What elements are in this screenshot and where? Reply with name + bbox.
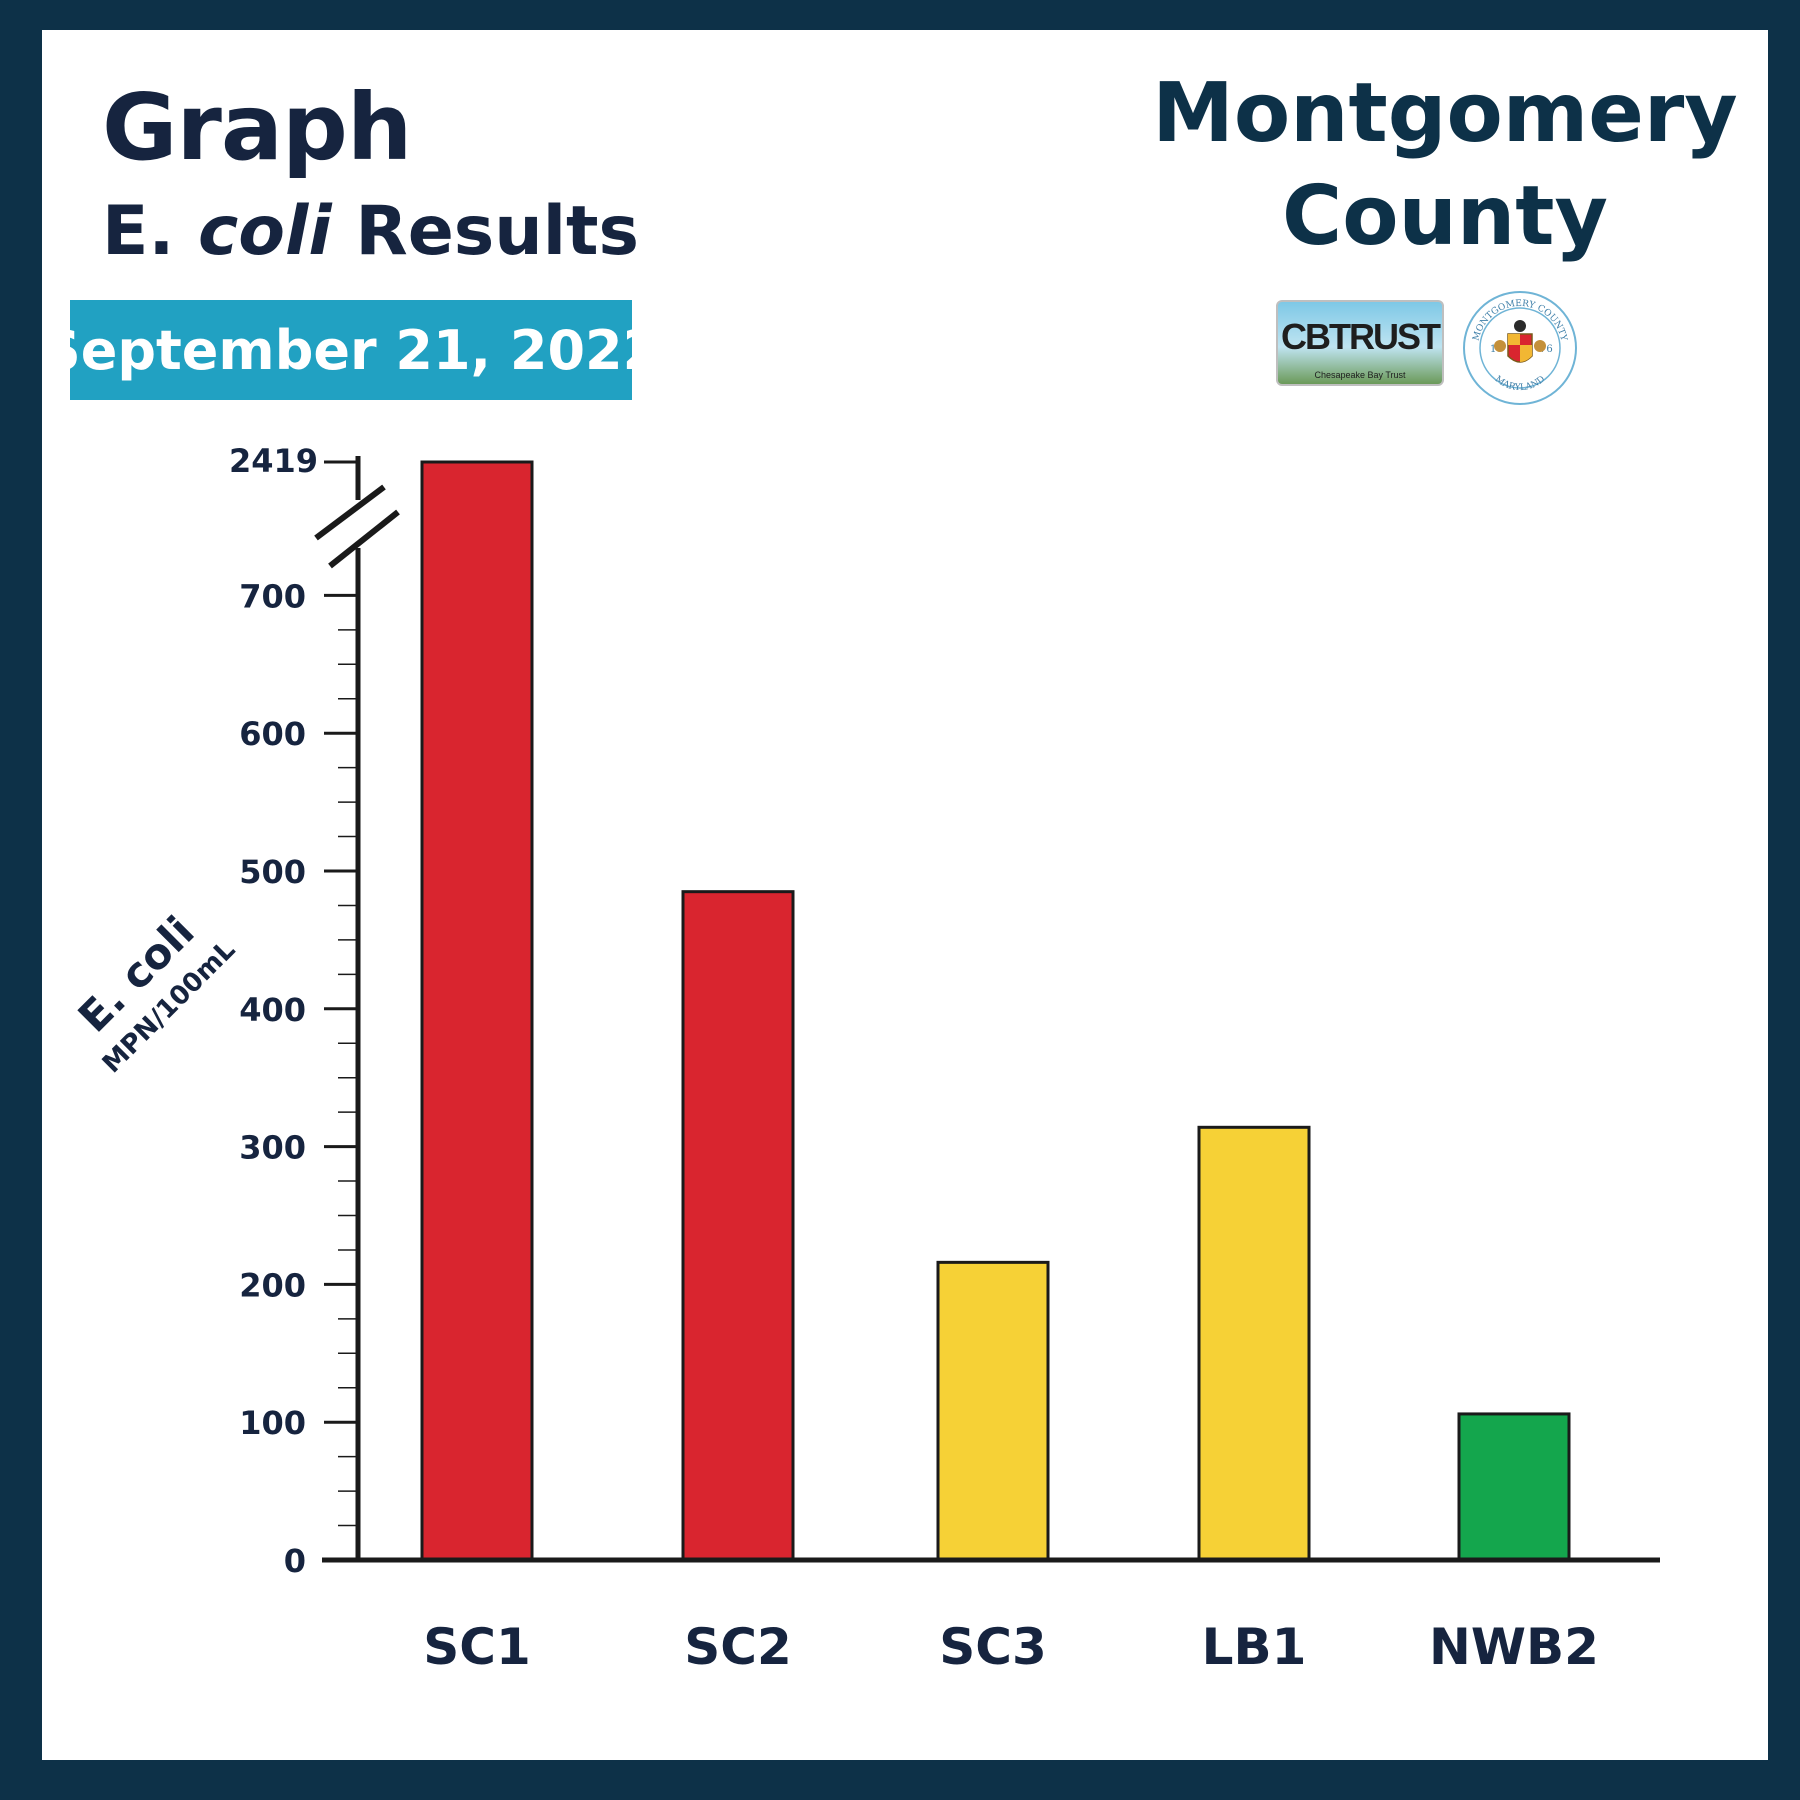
y-tick-label: 300 [239, 1129, 306, 1167]
subtitle-prefix: E. [102, 192, 175, 271]
y-tick-label: 0 [284, 1542, 306, 1580]
axis-break-slash [328, 509, 400, 569]
x-category-label: LB1 [1202, 1618, 1307, 1676]
subtitle-italic: coli [197, 192, 332, 271]
y-tick-label: 400 [239, 991, 306, 1029]
axis-break-slash [314, 484, 386, 541]
date-badge: September 21, 2022 [42, 300, 660, 400]
chart-subtitle: E. coli Results [102, 198, 639, 266]
seal-crest-icon [1514, 320, 1526, 332]
seal-quarter-icon [1520, 345, 1532, 362]
bars [420, 460, 1571, 1562]
county-line-1: Montgomery [1152, 66, 1738, 161]
x-category-label: NWB2 [1429, 1618, 1599, 1676]
seal-year-right: 76 [1540, 344, 1553, 355]
axis-break [314, 484, 400, 569]
y-tick-label: 200 [239, 1266, 306, 1304]
bar-sc1 [420, 460, 534, 1562]
subtitle-suffix: Results [355, 192, 639, 271]
y-axis-ticks [324, 460, 358, 1562]
y-tick-label: 700 [239, 577, 306, 615]
x-category-label: SC1 [423, 1618, 531, 1676]
seal-supporter-icon [1494, 340, 1506, 352]
y-tick-label: 500 [239, 853, 306, 891]
cbtrust-logo-subtext: Chesapeake Bay Trust [1314, 370, 1406, 380]
page-title: Graph [102, 74, 412, 181]
seal-supporter-icon [1534, 340, 1546, 352]
axis-labels: 0 100 200 300 400 500 600 700 2419 SC1 SC2 SC3 LB1 NW… [229, 442, 1599, 1676]
bar-lb1 [1197, 1125, 1311, 1562]
cbtrust-logo: CBTRUST Chesapeake Bay Trust [1276, 300, 1444, 386]
cbtrust-logo-text: CBTRUST [1281, 316, 1441, 357]
seal-quarter-icon [1508, 334, 1520, 345]
y-tick-label: 600 [239, 715, 306, 753]
bar-nwb2 [1457, 1412, 1571, 1562]
bar-sc3 [936, 1260, 1050, 1562]
bar-sc2 [681, 890, 795, 1562]
county-name: Montgomery County [1150, 62, 1740, 269]
county-seal-logo: MONTGOMERY COUNTY MARYLAND 17 76 [1463, 291, 1577, 405]
y-tick-label: 100 [239, 1404, 306, 1442]
x-category-label: SC3 [939, 1618, 1047, 1676]
y-break-label: 2419 [229, 442, 318, 480]
x-category-label: SC2 [684, 1618, 792, 1676]
county-line-2: County [1282, 169, 1608, 265]
